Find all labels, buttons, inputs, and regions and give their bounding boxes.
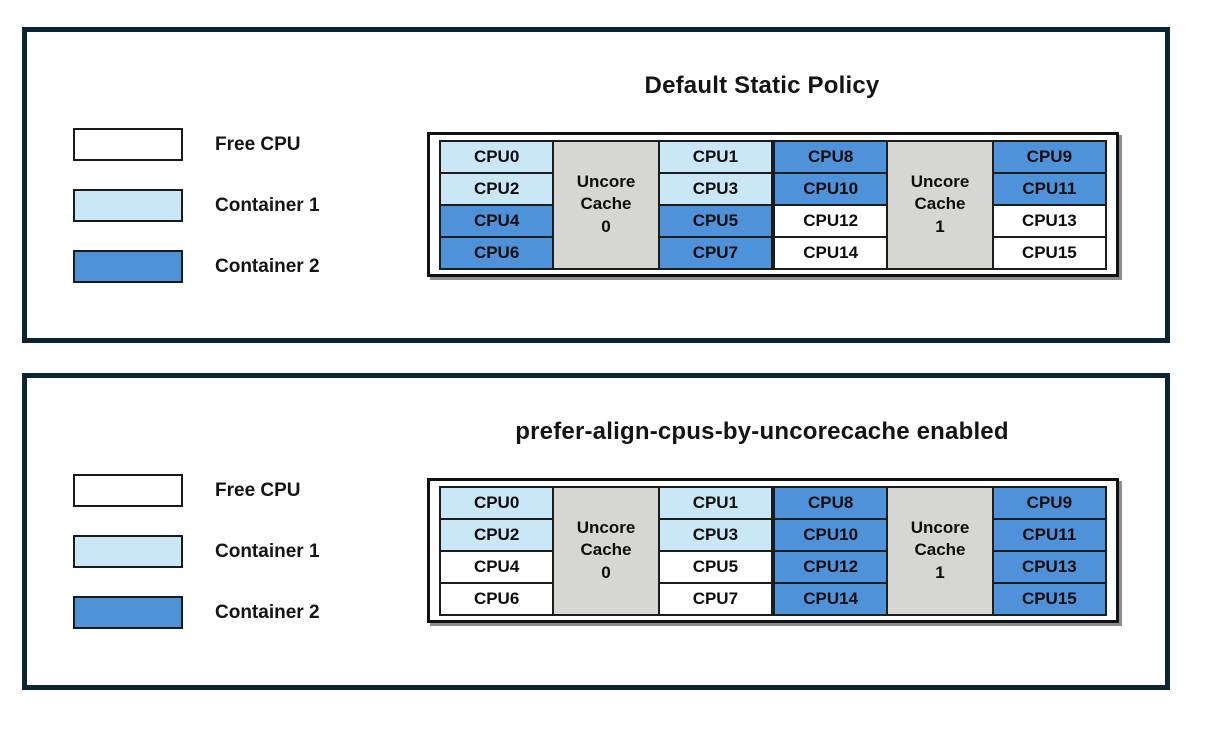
cpu-cell: CPU14 xyxy=(772,581,889,616)
cpu-cell: CPU3 xyxy=(657,171,774,206)
legend-label: Container 1 xyxy=(215,194,320,216)
cpu-cell: CPU10 xyxy=(772,171,889,206)
uncore-cache-group-0: CPU0 Uncore Cache 0 CPU1 CPU2 CPU3 CPU4 … xyxy=(438,485,774,616)
cpu-diagram: CPU0 Uncore Cache 0 CPU1 CPU2 CPU3 CPU4 … xyxy=(427,478,1119,623)
cpu-cell: CPU7 xyxy=(657,581,774,616)
uncore-cache-group-1: CPU8 Uncore Cache 1 CPU9 CPU10 CPU11 CPU… xyxy=(772,139,1108,270)
legend-label: Container 2 xyxy=(215,255,320,277)
cpu-cell: CPU14 xyxy=(772,235,889,270)
legend-swatch-container2 xyxy=(73,250,183,283)
cpu-cell: CPU6 xyxy=(438,235,555,270)
legend-item: Container 2 xyxy=(73,596,320,629)
legend: Free CPU Container 1 Container 2 xyxy=(73,128,320,311)
legend-swatch-container2 xyxy=(73,596,183,629)
policy-panel-default-static: Default Static Policy Free CPU Container… xyxy=(22,27,1170,343)
uncore-cache-cell: Uncore Cache 1 xyxy=(886,139,994,270)
cpu-cell: CPU0 xyxy=(438,139,555,174)
panel-title: Default Static Policy xyxy=(644,72,880,99)
legend-label: Free CPU xyxy=(215,479,301,501)
cpu-cell: CPU12 xyxy=(772,203,889,238)
cpu-cell: CPU2 xyxy=(438,517,555,552)
cpu-cell: CPU13 xyxy=(991,549,1108,584)
cpu-cell: CPU5 xyxy=(657,203,774,238)
uncore-cache-cell: Uncore Cache 0 xyxy=(552,139,660,270)
uncore-cache-cell: Uncore Cache 1 xyxy=(886,485,994,616)
legend-item: Container 1 xyxy=(73,535,320,568)
legend-label: Container 2 xyxy=(215,601,320,623)
uncore-cache-number: 1 xyxy=(935,216,945,236)
cpu-cell: CPU8 xyxy=(772,139,889,174)
uncore-cache-name: Uncore Cache xyxy=(576,518,636,560)
cpu-cell: CPU4 xyxy=(438,549,555,584)
legend-swatch-free xyxy=(73,474,183,507)
panel-title: prefer-align-cpus-by-uncorecache enabled xyxy=(515,418,1009,445)
cpu-cell: CPU10 xyxy=(772,517,889,552)
cpu-cell: CPU11 xyxy=(991,517,1108,552)
cpu-cell: CPU13 xyxy=(991,203,1108,238)
cpu-cell: CPU6 xyxy=(438,581,555,616)
cpu-cell: CPU1 xyxy=(657,139,774,174)
uncore-cache-number: 0 xyxy=(601,216,611,236)
cpu-cell: CPU15 xyxy=(991,581,1108,616)
uncore-cache-number: 0 xyxy=(601,562,611,582)
cpu-cell: CPU15 xyxy=(991,235,1108,270)
uncore-cache-name: Uncore Cache xyxy=(910,518,970,560)
cpu-cell: CPU11 xyxy=(991,171,1108,206)
cpu-diagram: CPU0 Uncore Cache 0 CPU1 CPU2 CPU3 CPU4 … xyxy=(427,132,1119,277)
uncore-cache-number: 1 xyxy=(935,562,945,582)
uncore-cache-group-1: CPU8 Uncore Cache 1 CPU9 CPU10 CPU11 CPU… xyxy=(772,485,1108,616)
uncore-cache-group-0: CPU0 Uncore Cache 0 CPU1 CPU2 CPU3 CPU4 … xyxy=(438,139,774,270)
cpu-cell: CPU2 xyxy=(438,171,555,206)
cpu-cell: CPU4 xyxy=(438,203,555,238)
cpu-cell: CPU7 xyxy=(657,235,774,270)
legend-item: Free CPU xyxy=(73,128,320,161)
uncore-cache-name: Uncore Cache xyxy=(910,172,970,214)
uncore-cache-name: Uncore Cache xyxy=(576,172,636,214)
legend-swatch-container1 xyxy=(73,189,183,222)
cpu-cell: CPU3 xyxy=(657,517,774,552)
cpu-cell: CPU0 xyxy=(438,485,555,520)
cpu-cell: CPU9 xyxy=(991,139,1108,174)
cpu-cell: CPU1 xyxy=(657,485,774,520)
policy-panel-prefer-align-uncorecache: prefer-align-cpus-by-uncorecache enabled… xyxy=(22,373,1170,690)
legend-label: Container 1 xyxy=(215,540,320,562)
cpu-cell: CPU12 xyxy=(772,549,889,584)
legend-swatch-container1 xyxy=(73,535,183,568)
legend-swatch-free xyxy=(73,128,183,161)
legend-item: Container 1 xyxy=(73,189,320,222)
cpu-cell: CPU5 xyxy=(657,549,774,584)
legend-label: Free CPU xyxy=(215,133,301,155)
cpu-cell: CPU9 xyxy=(991,485,1108,520)
cpu-cell: CPU8 xyxy=(772,485,889,520)
legend-item: Free CPU xyxy=(73,474,320,507)
legend-item: Container 2 xyxy=(73,250,320,283)
legend: Free CPU Container 1 Container 2 xyxy=(73,474,320,657)
uncore-cache-cell: Uncore Cache 0 xyxy=(552,485,660,616)
